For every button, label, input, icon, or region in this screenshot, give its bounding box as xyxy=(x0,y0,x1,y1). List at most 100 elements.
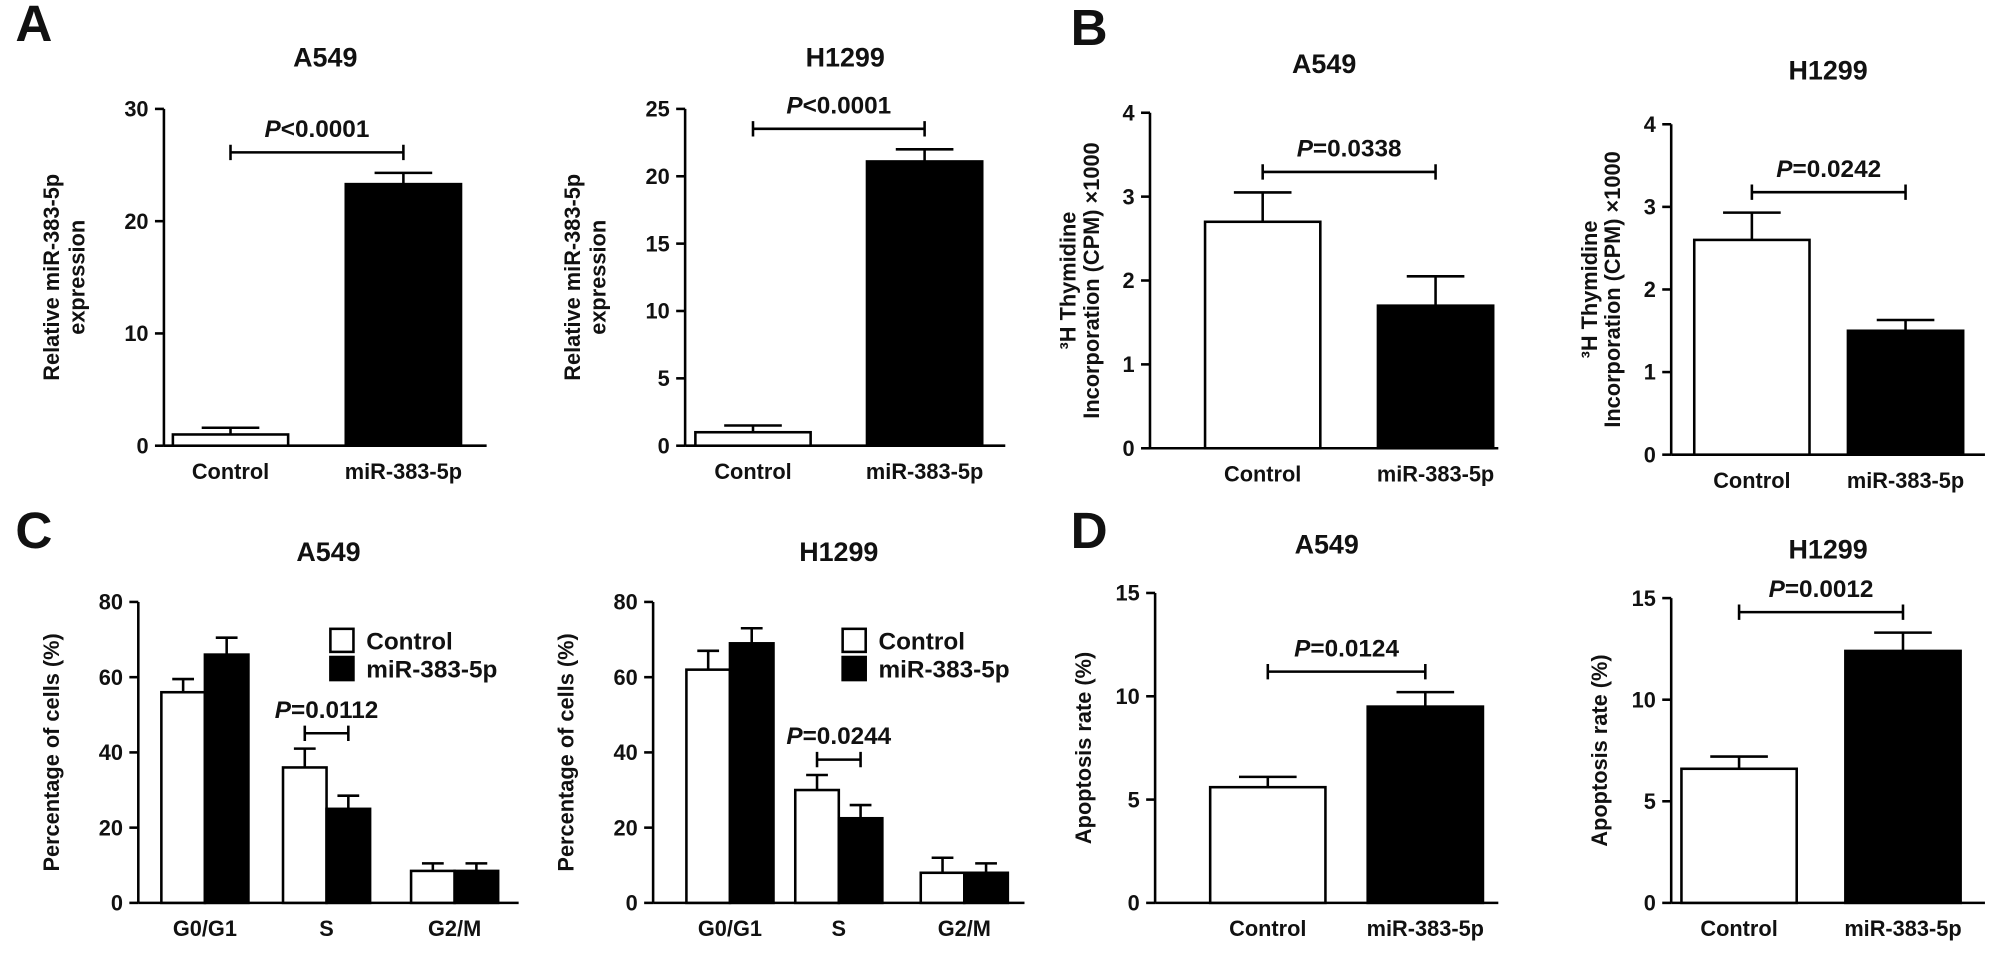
p-value: P=0.0338 xyxy=(1297,136,1402,163)
y-axis-label: Relative miR-383-5p xyxy=(560,174,585,381)
y-axis-label: Relative miR-383-5p xyxy=(39,174,64,381)
x-tick-label: miR-383-5p xyxy=(1377,462,1494,487)
y-axis-label: Incorporation (CPM) ×1000 xyxy=(1079,142,1104,418)
y-axis-label: ³H Thymidine xyxy=(1056,212,1081,350)
x-tick-label: G2/M xyxy=(938,916,991,941)
y-tick-label: 3 xyxy=(1644,195,1656,220)
bar xyxy=(728,642,775,905)
bar xyxy=(1680,767,1798,905)
significance-bracket xyxy=(815,751,862,768)
bar xyxy=(1203,220,1322,450)
p-value: P=0.0112 xyxy=(275,697,379,724)
panel-letter: C xyxy=(15,502,52,559)
bar xyxy=(963,871,1010,905)
x-tick-label: Control xyxy=(1224,462,1301,487)
y-tick-label: 5 xyxy=(1128,787,1140,812)
x-tick-label: Control xyxy=(1713,468,1790,493)
significance-bracket xyxy=(751,121,926,137)
y-axis-label: Apoptosis rate (%) xyxy=(1071,652,1096,844)
bar xyxy=(281,766,328,905)
panel-letter: D xyxy=(1071,502,1108,559)
y-tick-label: 4 xyxy=(1644,112,1656,137)
chart: A A549 Relative miR-383-5p expression 0 10 20 3… xyxy=(15,0,487,484)
y-tick-label: 60 xyxy=(614,665,638,690)
x-tick-label: Control xyxy=(1229,916,1306,941)
panel-letter: B xyxy=(1071,0,1108,56)
bar xyxy=(325,807,372,905)
x-tick-label: Control xyxy=(714,459,791,484)
legend-swatch xyxy=(841,655,867,682)
legend-label: miR-383-5p xyxy=(366,656,497,683)
bar xyxy=(171,433,290,447)
y-tick-label: 80 xyxy=(99,590,123,615)
x-tick-label: G2/M xyxy=(428,916,481,941)
x-tick-label: miR-383-5p xyxy=(866,459,983,484)
p-value: P<0.0001 xyxy=(786,92,891,119)
y-tick-label: 2 xyxy=(1123,268,1135,293)
p-value: P=0.0244 xyxy=(786,723,891,750)
y-axis-label: Percentage of cells (%) xyxy=(554,633,579,871)
significance-bracket xyxy=(1261,164,1437,180)
y-tick-label: 60 xyxy=(99,665,123,690)
y-axis-label: expression xyxy=(586,220,611,335)
x-tick-label: G0/G1 xyxy=(698,916,762,941)
legend-swatch xyxy=(329,627,355,654)
bar xyxy=(694,430,812,447)
bar xyxy=(1366,705,1485,905)
significance-bracket xyxy=(229,144,405,161)
bar xyxy=(793,788,841,905)
bar xyxy=(344,182,463,447)
chart: C A549 Percentage of cells (%) 0 20 40 60 80 G0/… xyxy=(15,502,519,941)
significance-bracket xyxy=(1737,604,1905,620)
y-tick-label: 20 xyxy=(646,164,670,189)
y-tick-label: 15 xyxy=(1632,586,1656,611)
p-value: P=0.0124 xyxy=(1294,635,1399,662)
y-tick-label: 20 xyxy=(99,815,123,840)
y-tick-label: 4 xyxy=(1123,100,1135,125)
p-value: P=0.0012 xyxy=(1769,576,1874,603)
y-axis-label: expression xyxy=(65,220,90,335)
x-tick-label: G0/G1 xyxy=(173,916,237,941)
y-tick-label: 0 xyxy=(626,891,638,916)
y-tick-label: 15 xyxy=(646,231,670,256)
bar xyxy=(1692,238,1811,456)
chart-title: A549 xyxy=(296,537,360,567)
x-tick-label: miR-383-5p xyxy=(345,459,462,484)
significance-bracket xyxy=(1750,184,1907,200)
bar xyxy=(409,869,456,905)
y-tick-label: 0 xyxy=(658,433,670,458)
y-tick-label: 0 xyxy=(1128,891,1140,916)
chart-title: A549 xyxy=(293,43,357,73)
y-tick-label: 3 xyxy=(1123,184,1135,209)
y-tick-label: 25 xyxy=(646,97,670,122)
legend-swatch xyxy=(329,655,355,682)
bar xyxy=(1846,329,1965,456)
bar xyxy=(919,871,966,905)
bar xyxy=(837,816,884,905)
legend-swatch xyxy=(841,627,867,654)
y-tick-label: 20 xyxy=(614,815,638,840)
y-tick-label: 10 xyxy=(124,321,148,346)
y-axis-label: ³H Thymidine xyxy=(1577,221,1602,359)
y-tick-label: 10 xyxy=(646,299,670,324)
y-tick-label: 20 xyxy=(124,209,148,234)
x-tick-label: S xyxy=(832,916,847,941)
x-tick-label: miR-383-5p xyxy=(1847,468,1964,493)
p-value: P<0.0001 xyxy=(265,116,370,143)
y-tick-label: 1 xyxy=(1123,352,1135,377)
x-tick-label: Control xyxy=(1700,916,1777,941)
chart-title: H1299 xyxy=(1788,534,1867,564)
y-axis-label: Percentage of cells (%) xyxy=(39,633,64,871)
bar xyxy=(1844,649,1962,905)
bar xyxy=(160,690,207,905)
chart: D A549 Apoptosis rate (%) 0 5 10 15 Control miR-… xyxy=(1071,502,1499,941)
bar xyxy=(865,160,984,447)
y-tick-label: 10 xyxy=(1116,684,1140,709)
y-tick-label: 15 xyxy=(1116,581,1140,606)
chart: H1299 Relative miR-383-5p expression 0 5 10 15… xyxy=(560,43,1006,484)
y-tick-label: 0 xyxy=(1644,891,1656,916)
x-tick-label: Control xyxy=(192,459,269,484)
x-tick-label: S xyxy=(319,916,334,941)
chart: H1299 Percentage of cells (%) 0 20 40 60 80 G0/… xyxy=(554,537,1025,941)
